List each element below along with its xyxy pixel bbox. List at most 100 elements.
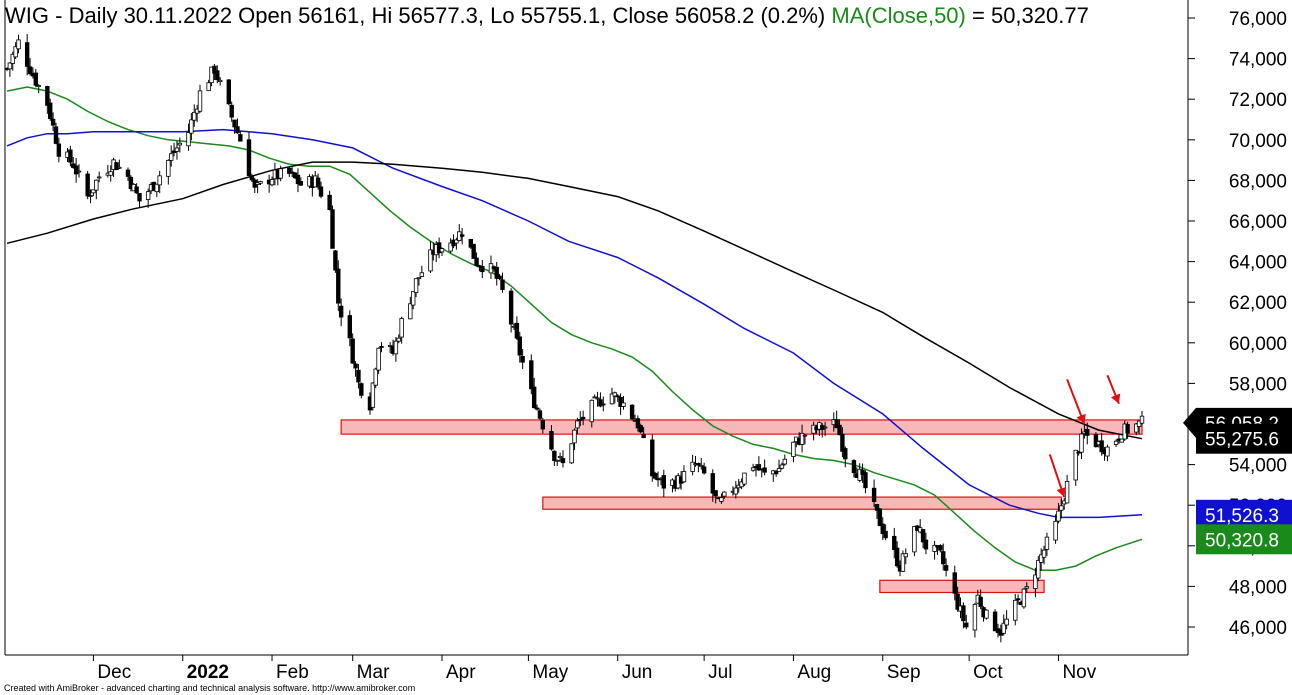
candle [33, 68, 39, 88]
candle [520, 348, 525, 370]
candle-body [517, 336, 522, 356]
candle-body [964, 622, 969, 628]
candle-body [318, 186, 324, 197]
candle-body [615, 395, 620, 398]
candle [448, 238, 453, 254]
candle-body [94, 179, 99, 191]
candle-body [73, 165, 79, 175]
candle [500, 272, 505, 293]
candle-body [534, 407, 540, 410]
candle-body [641, 434, 646, 438]
candle [393, 336, 399, 362]
candle [955, 586, 960, 612]
candle-body [353, 363, 358, 369]
candle [56, 137, 62, 163]
candle [641, 426, 646, 439]
candle-body [661, 475, 667, 489]
candle-body [776, 468, 782, 472]
candle [972, 602, 978, 638]
candle [529, 354, 534, 395]
candle-body [941, 551, 946, 565]
candle-body [137, 192, 142, 202]
candle-body [650, 439, 655, 477]
candle [338, 298, 344, 327]
candle-body [1136, 420, 1142, 427]
candle [1041, 545, 1047, 565]
candle [226, 79, 232, 106]
value-badge: 50,320.8 [1196, 524, 1292, 555]
candle [330, 205, 335, 249]
candle-body [408, 303, 413, 320]
candle-body [529, 360, 534, 390]
candle-body [249, 176, 255, 181]
candle [206, 79, 211, 92]
candle-body [88, 195, 93, 198]
candle [871, 479, 877, 507]
candle-body [508, 290, 514, 325]
candle [68, 145, 73, 167]
candle [189, 113, 194, 141]
candle-body [226, 79, 232, 105]
candle [416, 277, 422, 286]
candle [27, 58, 33, 76]
candle-body [76, 170, 82, 173]
candle-body [197, 90, 203, 112]
candle-body [189, 119, 194, 134]
badge-label: 51,526.3 [1205, 506, 1279, 527]
candle-body [595, 397, 600, 400]
candle-body [413, 278, 419, 293]
candle [938, 544, 943, 553]
candle-body [114, 162, 119, 171]
candle-body [1079, 433, 1084, 453]
x-tick-label: Oct [973, 662, 1003, 683]
candle-body [350, 338, 355, 364]
candle [16, 34, 21, 54]
candle-body [978, 596, 983, 607]
x-tick-label: Nov [1062, 662, 1096, 683]
candle-body [376, 347, 381, 371]
candle [799, 424, 805, 453]
candle-body [298, 181, 304, 186]
candle [10, 51, 15, 71]
candle-body [1056, 510, 1061, 522]
candle [952, 565, 957, 601]
candle [396, 334, 401, 344]
candle [874, 504, 880, 519]
candle [399, 316, 404, 344]
candle [595, 391, 600, 407]
candle [209, 66, 214, 87]
candle [598, 392, 603, 408]
candle [232, 119, 237, 134]
candle [638, 423, 643, 434]
candle-body [68, 149, 73, 163]
candle [932, 540, 937, 560]
candle-body [598, 399, 603, 407]
candle-body [396, 337, 401, 342]
candle-body [1059, 505, 1064, 511]
candle [76, 164, 82, 178]
candle [837, 419, 842, 436]
candle [157, 170, 162, 194]
candle [569, 443, 574, 464]
candle [681, 465, 687, 484]
candle-body [359, 383, 364, 396]
candle-body [851, 460, 857, 474]
candle-body [871, 487, 877, 502]
candle-body [609, 393, 615, 405]
candle [1064, 474, 1070, 504]
candle-body [1113, 440, 1119, 445]
candle [877, 507, 883, 527]
candle-body [773, 471, 779, 475]
candle-body [347, 315, 353, 339]
candle [145, 188, 151, 209]
candle [114, 161, 119, 171]
candle-body [779, 464, 785, 469]
candle-body [24, 42, 30, 67]
candle [7, 62, 13, 77]
candle [169, 145, 174, 167]
candle [822, 421, 828, 437]
candle [615, 393, 620, 402]
candle [356, 363, 361, 389]
y-tick-label: 62,000 [1229, 293, 1287, 314]
candle [650, 434, 655, 482]
